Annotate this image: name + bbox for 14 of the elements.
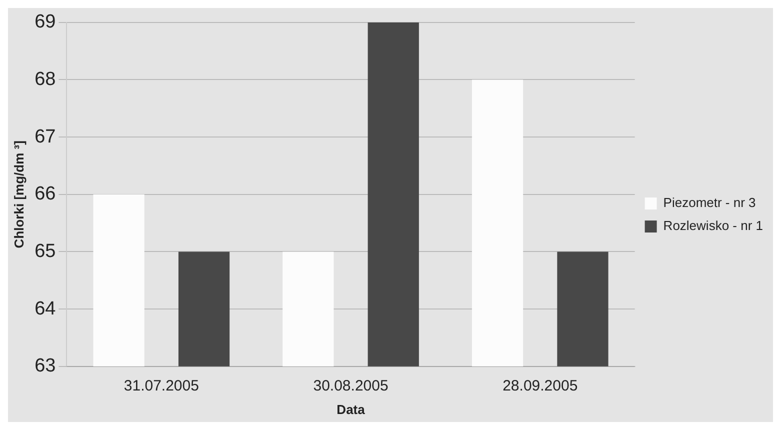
- x-tick-label: 31.07.2005: [124, 378, 199, 395]
- y-axis-title: Chlorki [mg/dm ³]: [11, 140, 26, 248]
- y-tick-label: 66: [34, 184, 56, 205]
- legend-label: Piezometr - nr 3: [663, 195, 756, 210]
- y-tick-label: 69: [34, 12, 56, 33]
- y-tick-label: 65: [34, 240, 56, 262]
- x-tick-label: 30.08.2005: [313, 378, 388, 395]
- y-tick-label: 67: [34, 126, 56, 148]
- y-tick-label: 64: [34, 298, 56, 320]
- y-tick-label: 63: [34, 356, 56, 377]
- x-axis-title: Data: [336, 402, 366, 417]
- legend-label: Rozlewisko - nr 1: [663, 218, 764, 234]
- x-tick-label: 28.09.2005: [502, 378, 578, 395]
- y-tick-label: 68: [34, 68, 56, 90]
